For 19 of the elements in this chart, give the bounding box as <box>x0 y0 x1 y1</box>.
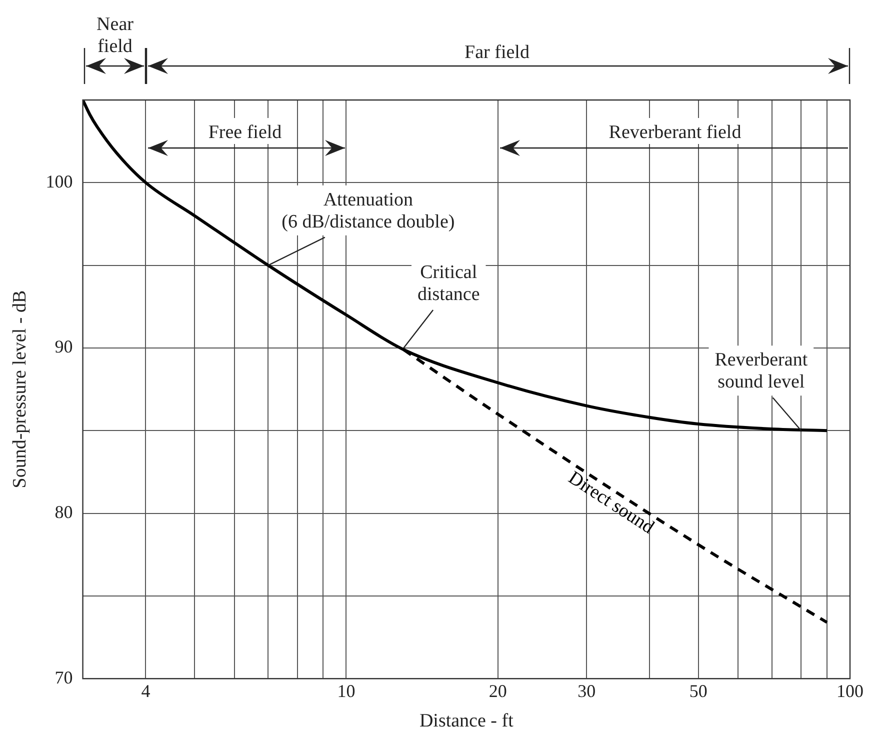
x-tick-label: 30 <box>578 681 596 702</box>
y-tick-label: 90 <box>54 336 73 357</box>
annotation: Free field <box>208 122 282 143</box>
y-tick-label: 100 <box>46 171 73 192</box>
annotation: Critical distance <box>417 262 480 305</box>
text: Far field <box>464 42 530 63</box>
text: Near field <box>96 14 134 57</box>
x-tick-label: 20 <box>488 681 507 702</box>
x-tick-label: 50 <box>689 681 708 702</box>
y-tick-label: 80 <box>54 502 73 522</box>
x-tick-label: 100 <box>836 681 864 702</box>
annotation: Reverberant field <box>608 122 742 143</box>
annotation: Attenuation (6 dB/distance double) <box>282 189 455 232</box>
y-tick-label: 70 <box>54 667 73 688</box>
x-tick-label: 10 <box>337 681 356 702</box>
x-axis-title: Distance - ft <box>419 710 514 732</box>
y-axis-title: Sound-pressure level - dB <box>9 290 30 488</box>
x-tick-label: 4 <box>141 681 150 702</box>
annotation: Reverberant sound level <box>714 350 808 393</box>
